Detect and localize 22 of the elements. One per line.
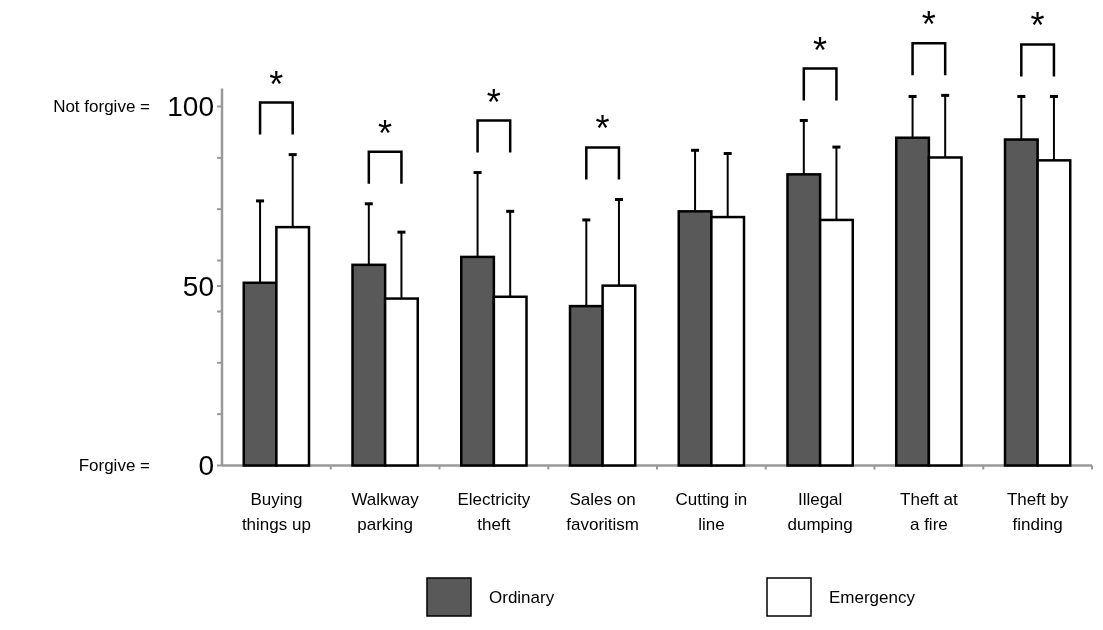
x-tick-label: Theft at a fire <box>900 490 958 534</box>
text: Forgive = <box>78 456 151 475</box>
x-tick-label: Theft by finding <box>1006 490 1069 534</box>
legend-label: Emergency <box>829 587 916 607</box>
text: * <box>921 4 936 46</box>
y-tick-label: 50 <box>182 270 214 302</box>
annotation: * <box>486 81 501 123</box>
x-tick-label: Walkway parking <box>351 490 420 534</box>
text: Not forgive = <box>53 97 151 117</box>
x-tick-label: Sales on favoritism <box>566 490 639 534</box>
x-tick-label: Cutting in line <box>675 490 748 534</box>
y-tick-label: 100 <box>167 91 214 122</box>
annotation: * <box>595 108 610 150</box>
annotation: * <box>378 112 393 154</box>
legend-label: Ordinary <box>489 587 555 607</box>
x-tick-label: Illegal dumping <box>787 490 853 534</box>
text: * <box>1030 5 1045 47</box>
x-tick-label: Buying things up <box>241 490 311 534</box>
annotation: * <box>269 63 284 105</box>
y-tick-label: 0 <box>198 450 214 481</box>
text: * <box>813 29 828 71</box>
x-tick-label: Electricity theft <box>457 490 531 534</box>
